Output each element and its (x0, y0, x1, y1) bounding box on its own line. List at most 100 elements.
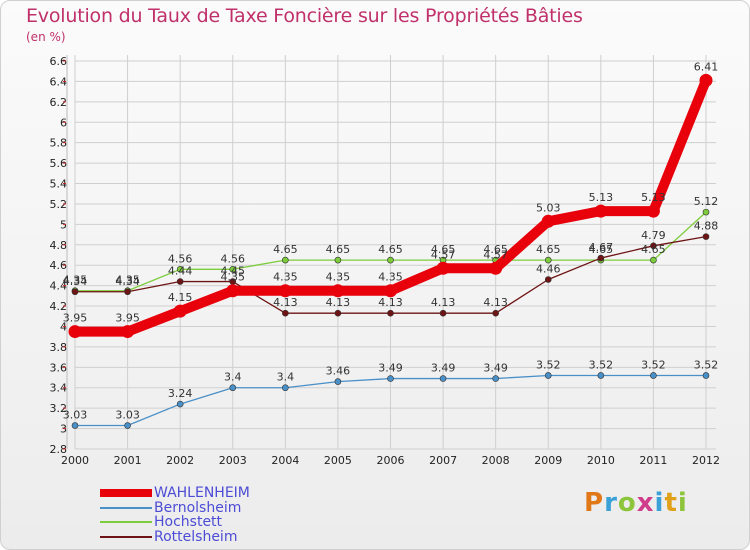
data-label: 3.4 (224, 371, 242, 384)
data-label: 4.67 (589, 241, 614, 254)
data-point (334, 256, 342, 264)
data-label: 4.34 (115, 275, 140, 288)
y-tick-label: 4.2 (50, 300, 68, 313)
data-point (282, 256, 289, 264)
data-label: 4.65 (273, 243, 298, 256)
data-label: 4.35 (326, 271, 351, 284)
logo-letter: r (604, 488, 618, 518)
data-label: 3.95 (63, 312, 88, 325)
data-point (699, 73, 713, 87)
data-point (597, 372, 605, 379)
data-label: 3.03 (63, 409, 88, 422)
data-label: 3.52 (536, 358, 561, 371)
data-point (176, 278, 184, 285)
data-label: 4.46 (536, 263, 561, 276)
data-point (544, 256, 552, 264)
data-label: 5.13 (641, 191, 666, 204)
data-label: 4.65 (536, 243, 561, 256)
data-label: 4.35 (378, 271, 403, 284)
x-tick-label: 2003 (219, 454, 247, 467)
data-point (439, 309, 447, 317)
data-label: 4.65 (641, 243, 666, 256)
data-label: 4.35 (63, 274, 88, 287)
data-point (71, 422, 79, 429)
legend-swatch (100, 506, 152, 509)
y-tick-label: 5.6 (50, 157, 68, 170)
data-point (124, 288, 131, 296)
data-point (68, 325, 82, 339)
data-label: 4.13 (483, 296, 508, 309)
legend-swatch (100, 489, 152, 498)
x-tick-label: 2007 (429, 454, 457, 467)
legend-swatch (100, 521, 152, 524)
x-tick-label: 2000 (61, 454, 89, 467)
data-label: 4.13 (431, 296, 456, 309)
data-label: 4.15 (168, 291, 193, 304)
data-point (597, 254, 605, 262)
data-label: 4.56 (168, 252, 193, 265)
data-point (282, 384, 289, 392)
data-label: 4.65 (589, 243, 614, 256)
legend: WAHLENHEIM Bernolsheim Hochstett Rottels… (100, 486, 250, 544)
data-point (334, 309, 342, 317)
data-point (544, 372, 552, 379)
legend-label: WAHLENHEIM (154, 485, 250, 502)
data-point (439, 375, 447, 382)
y-tick-label: 3.4 (50, 382, 68, 395)
data-label: 3.03 (115, 409, 140, 422)
data-label: 3.49 (431, 362, 456, 375)
y-tick-label: 4.8 (50, 239, 68, 252)
data-label: 3.95 (115, 312, 140, 325)
data-label: 4.13 (273, 296, 298, 309)
data-point (436, 261, 450, 275)
data-label: 5.03 (536, 201, 561, 214)
x-tick-label: 2012 (692, 454, 720, 467)
y-tick-label: 5.2 (50, 198, 68, 211)
data-label: 4.65 (431, 243, 456, 256)
data-point (702, 372, 710, 379)
logo-letter: P (584, 488, 605, 518)
data-point (173, 304, 187, 318)
data-label: 4.56 (221, 252, 246, 265)
data-label: 3.52 (641, 358, 666, 371)
data-point (702, 208, 710, 216)
data-label: 4.44 (168, 265, 193, 278)
data-point (121, 325, 135, 339)
y-tick-label: 3.6 (50, 361, 68, 374)
data-point (229, 384, 237, 392)
data-point (541, 214, 555, 228)
data-label: 5.13 (589, 191, 614, 204)
data-label: 4.79 (641, 229, 666, 242)
data-label: 4.35 (221, 271, 246, 284)
y-tick-label: 4.4 (50, 280, 68, 293)
data-point (544, 276, 552, 283)
legend-item-hochstett: Hochstett (100, 515, 250, 530)
y-tick-label: 5.8 (50, 137, 68, 150)
logo-letter: i (677, 488, 688, 518)
data-label: 5.12 (694, 195, 719, 208)
data-label: 3.49 (378, 362, 403, 375)
legend-item-rottelsheim: Rottelsheim (100, 530, 250, 545)
x-tick-label: 2011 (639, 454, 667, 467)
data-point (278, 284, 292, 298)
data-label: 4.57 (431, 248, 456, 261)
data-label: 4.13 (326, 296, 351, 309)
chart-title: Evolution du Taux de Taxe Foncière sur l… (26, 5, 583, 27)
data-point (124, 422, 131, 429)
data-point (384, 284, 397, 298)
x-tick-label: 2008 (482, 454, 510, 467)
legend-label: Hochstett (154, 514, 223, 531)
y-tick-label: 2.8 (50, 443, 68, 456)
data-point (334, 378, 342, 385)
data-point (650, 372, 657, 379)
data-label: 4.88 (694, 220, 719, 233)
data-label: 3.24 (168, 387, 193, 400)
proxiti-logo: Proxiti (584, 488, 688, 518)
data-point (387, 375, 394, 382)
data-label: 4.35 (115, 274, 140, 287)
x-tick-label: 2002 (166, 454, 194, 467)
data-point (702, 233, 710, 240)
data-label: 3.52 (589, 358, 614, 371)
